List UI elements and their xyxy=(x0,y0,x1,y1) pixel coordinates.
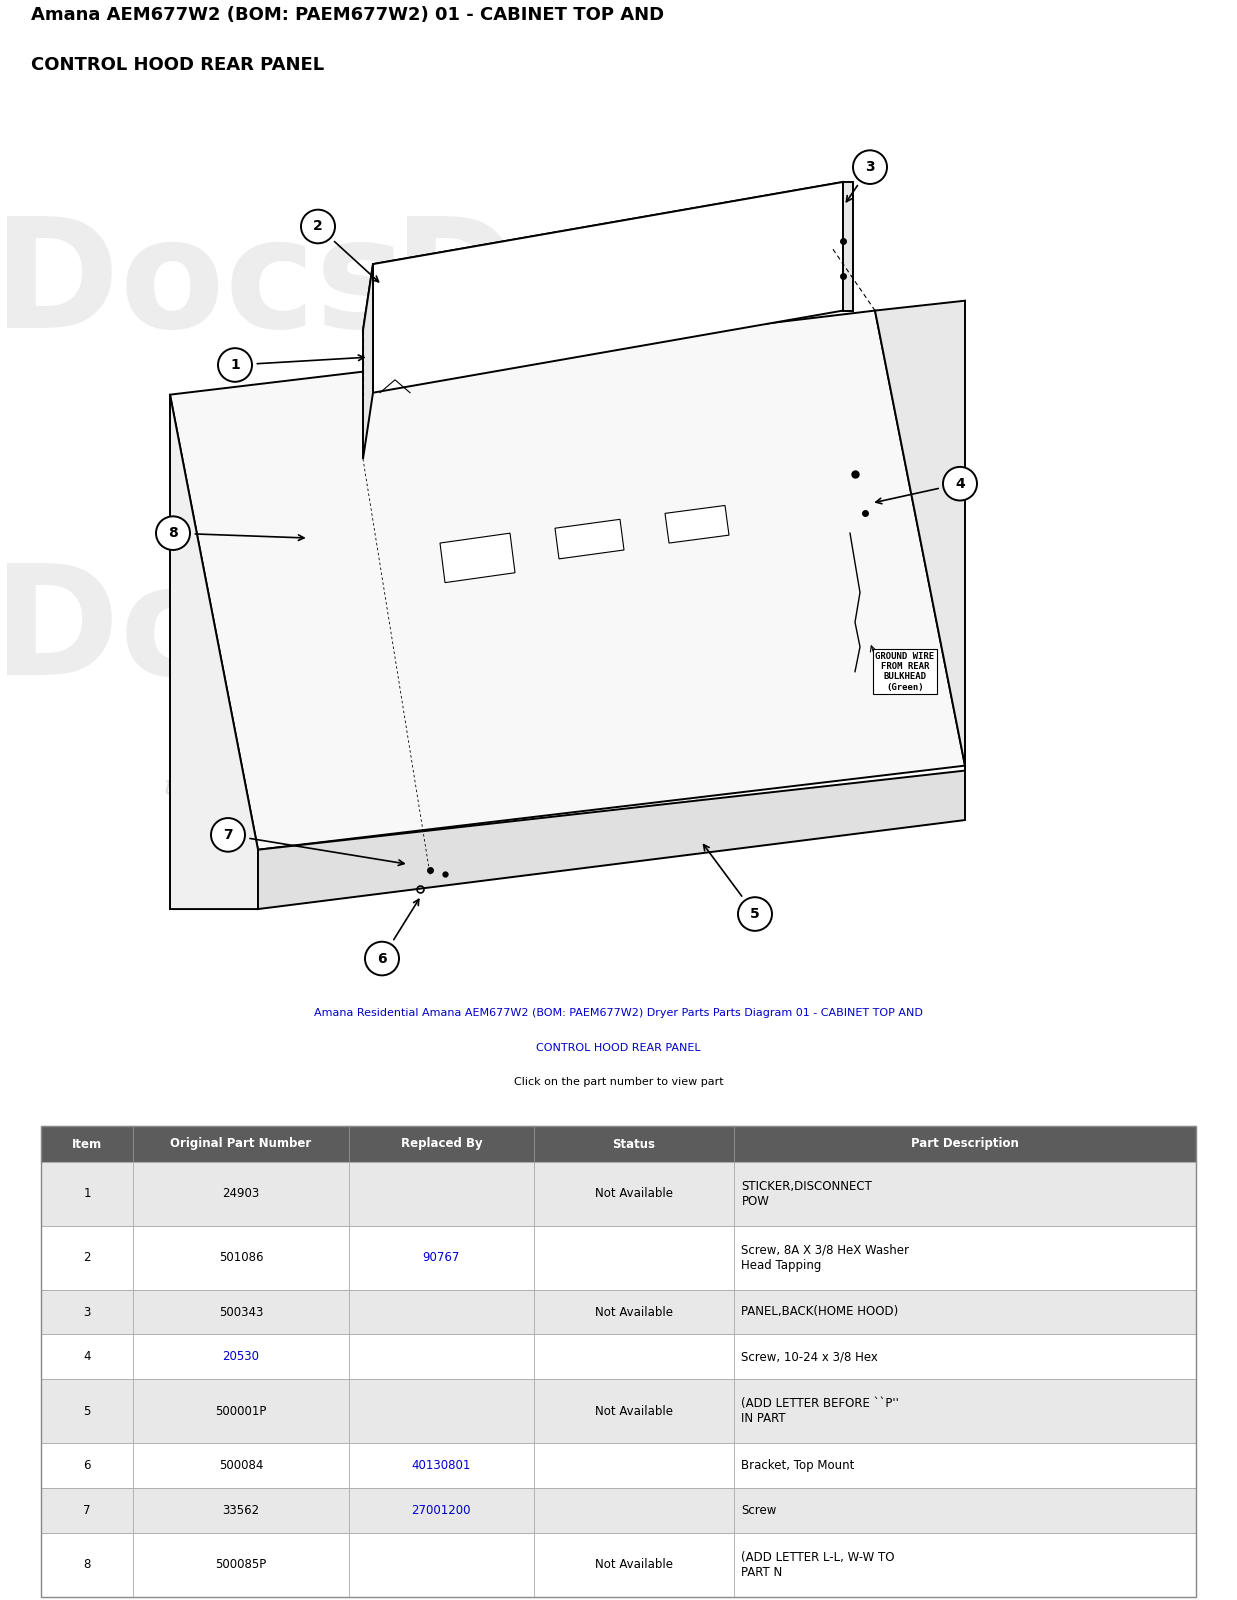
Text: PANEL,BACK(HOME HOOD): PANEL,BACK(HOME HOOD) xyxy=(741,1306,899,1318)
Text: 24903: 24903 xyxy=(223,1187,260,1200)
Polygon shape xyxy=(362,182,842,330)
Text: Docs: Docs xyxy=(212,763,588,898)
Text: Click on the part number to view part: Click on the part number to view part xyxy=(513,1077,724,1086)
Text: Not Available: Not Available xyxy=(595,1306,673,1318)
Polygon shape xyxy=(842,182,854,310)
Bar xyxy=(41,1162,1196,1226)
Circle shape xyxy=(212,818,245,851)
Polygon shape xyxy=(374,182,842,392)
Text: the laundry company®: the laundry company® xyxy=(503,776,797,826)
Text: 1: 1 xyxy=(83,1187,90,1200)
Circle shape xyxy=(156,517,190,550)
Text: 1: 1 xyxy=(230,358,240,371)
Bar xyxy=(41,1488,1196,1533)
Polygon shape xyxy=(169,395,259,909)
Polygon shape xyxy=(875,301,965,771)
Text: Item: Item xyxy=(72,1138,103,1150)
Text: 7: 7 xyxy=(223,827,233,842)
Text: Original Part Number: Original Part Number xyxy=(171,1138,312,1150)
Text: (ADD LETTER L-L, W-W TO
PART N: (ADD LETTER L-L, W-W TO PART N xyxy=(741,1550,894,1579)
Text: Screw, 8A X 3/8 HeX Washer
Head Tapping: Screw, 8A X 3/8 HeX Washer Head Tapping xyxy=(741,1243,909,1272)
Text: 7: 7 xyxy=(83,1504,90,1517)
Text: Docs: Docs xyxy=(393,557,807,707)
Text: 6: 6 xyxy=(83,1459,90,1472)
Text: Screw: Screw xyxy=(741,1504,777,1517)
Bar xyxy=(41,1226,1196,1290)
Text: CONTROL HOOD REAR PANEL: CONTROL HOOD REAR PANEL xyxy=(536,1043,701,1053)
Text: 500084: 500084 xyxy=(219,1459,263,1472)
Text: 33562: 33562 xyxy=(223,1504,260,1517)
Bar xyxy=(41,1290,1196,1334)
Circle shape xyxy=(301,210,335,243)
Text: 3: 3 xyxy=(83,1306,90,1318)
Text: Part Description: Part Description xyxy=(912,1138,1019,1150)
Text: CONTROL HOOD REAR PANEL: CONTROL HOOD REAR PANEL xyxy=(31,56,324,74)
Text: Replaced By: Replaced By xyxy=(401,1138,482,1150)
Text: Bracket, Top Mount: Bracket, Top Mount xyxy=(741,1459,855,1472)
Text: (ADD LETTER BEFORE ``P''
IN PART: (ADD LETTER BEFORE ``P'' IN PART xyxy=(741,1397,899,1426)
Bar xyxy=(41,1533,1196,1597)
Circle shape xyxy=(943,467,977,501)
Bar xyxy=(41,1126,1196,1597)
Text: 500343: 500343 xyxy=(219,1306,263,1318)
Polygon shape xyxy=(362,264,374,459)
Bar xyxy=(41,1379,1196,1443)
Text: Docs: Docs xyxy=(0,557,407,707)
Text: 501086: 501086 xyxy=(219,1251,263,1264)
Bar xyxy=(41,1443,1196,1488)
Text: Amana AEM677W2 (BOM: PAEM677W2) 01 - CABINET TOP AND: Amana AEM677W2 (BOM: PAEM677W2) 01 - CAB… xyxy=(31,6,664,24)
Text: Docs: Docs xyxy=(0,211,407,360)
Text: 20530: 20530 xyxy=(223,1350,260,1363)
Text: STICKER,DISCONNECT
POW: STICKER,DISCONNECT POW xyxy=(741,1179,872,1208)
Text: the laundry company®: the laundry company® xyxy=(163,776,456,826)
Text: the laundry company: the laundry company xyxy=(516,530,784,576)
Text: Screw, 10-24 x 3/8 Hex: Screw, 10-24 x 3/8 Hex xyxy=(741,1350,878,1363)
Text: 500085P: 500085P xyxy=(215,1558,267,1571)
Polygon shape xyxy=(440,533,515,582)
Text: 90767: 90767 xyxy=(423,1251,460,1264)
Polygon shape xyxy=(259,771,965,909)
Text: 3: 3 xyxy=(865,160,875,174)
Circle shape xyxy=(854,150,887,184)
Text: 8: 8 xyxy=(168,526,178,541)
Text: 2: 2 xyxy=(83,1251,90,1264)
Polygon shape xyxy=(169,310,965,850)
Text: 4: 4 xyxy=(955,477,965,491)
Text: 5: 5 xyxy=(750,907,760,922)
Text: Docs: Docs xyxy=(393,211,807,360)
Text: 4: 4 xyxy=(83,1350,90,1363)
Text: Status: Status xyxy=(612,1138,656,1150)
Text: 40130801: 40130801 xyxy=(412,1459,471,1472)
Polygon shape xyxy=(666,506,729,542)
Text: 500001P: 500001P xyxy=(215,1405,267,1418)
Circle shape xyxy=(365,942,400,976)
Text: 2: 2 xyxy=(313,219,323,234)
Polygon shape xyxy=(555,520,623,558)
Text: the laundry company: the laundry company xyxy=(176,450,444,498)
Text: 6: 6 xyxy=(377,952,387,965)
Text: Not Available: Not Available xyxy=(595,1187,673,1200)
Text: 5: 5 xyxy=(83,1405,90,1418)
Text: 8: 8 xyxy=(83,1558,90,1571)
Text: Not Available: Not Available xyxy=(595,1405,673,1418)
Circle shape xyxy=(738,898,772,931)
Text: Amana Residential Amana AEM677W2 (BOM: PAEM677W2) Dryer Parts Parts Diagram 01 -: Amana Residential Amana AEM677W2 (BOM: P… xyxy=(314,1008,923,1018)
Circle shape xyxy=(218,349,252,382)
Text: Not Available: Not Available xyxy=(595,1558,673,1571)
Text: 27001200: 27001200 xyxy=(412,1504,471,1517)
Bar xyxy=(41,1126,1196,1162)
Text: GROUND WIRE
FROM REAR
BULKHEAD
(Green): GROUND WIRE FROM REAR BULKHEAD (Green) xyxy=(876,651,935,691)
Bar xyxy=(41,1334,1196,1379)
